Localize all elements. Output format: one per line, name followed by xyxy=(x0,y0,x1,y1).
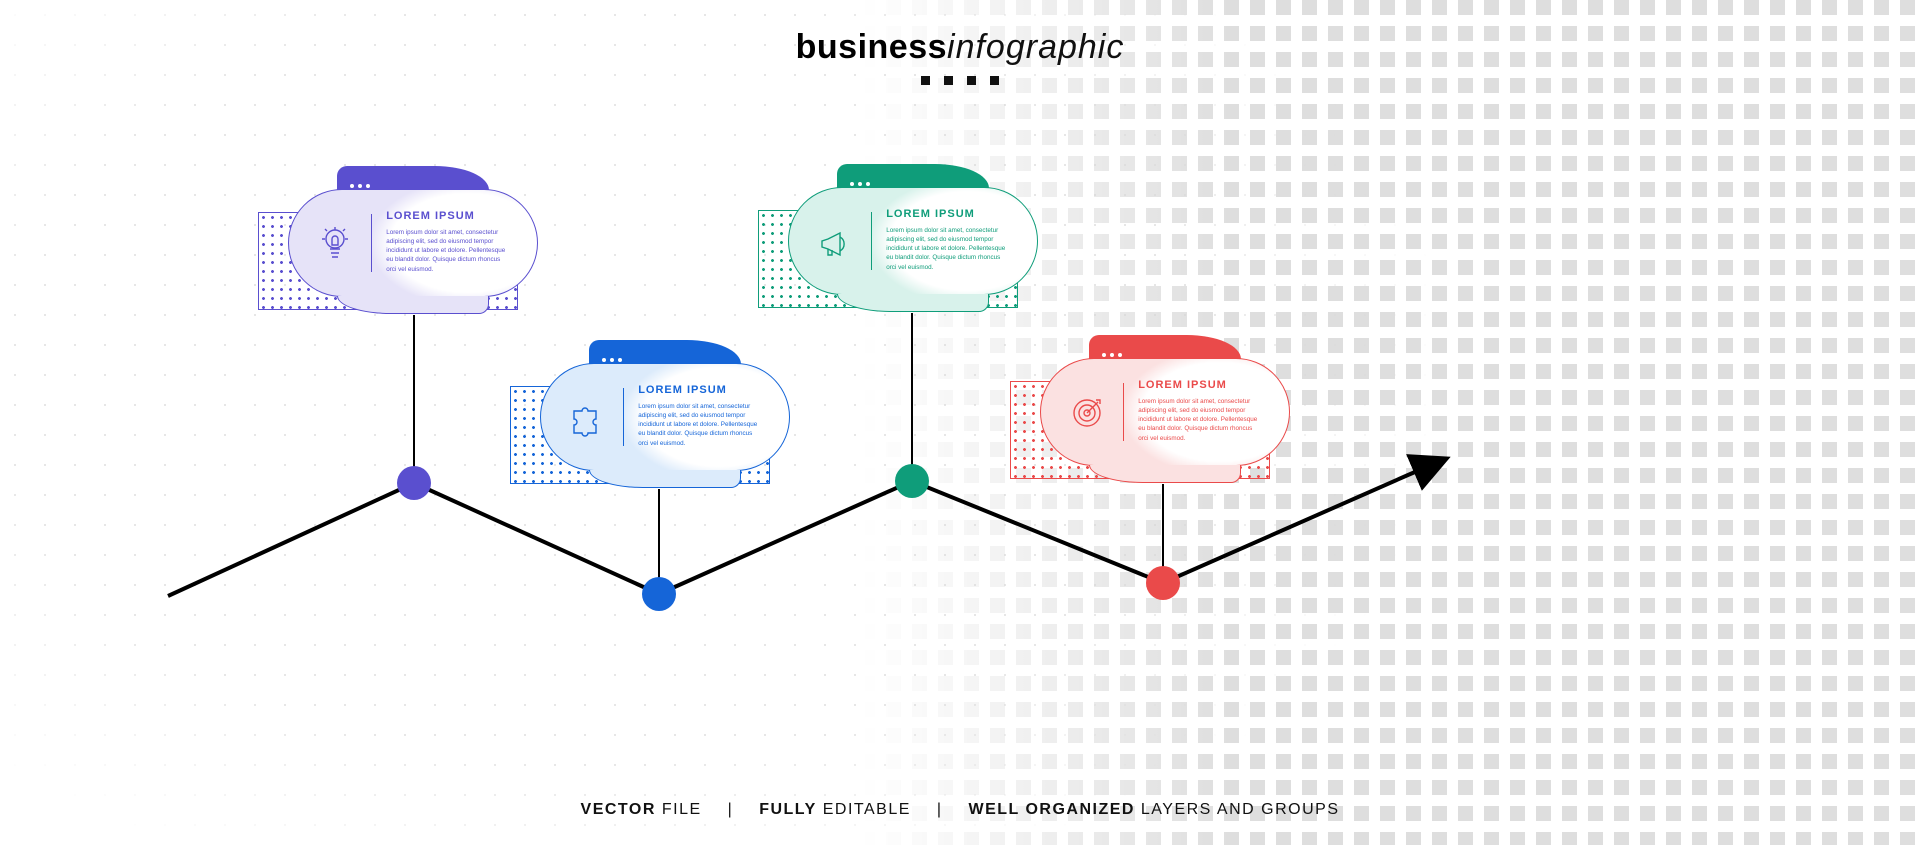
target-icon xyxy=(1065,383,1109,443)
step-card-4: LOREM IPSUM Lorem ipsum dolor sit amet, c… xyxy=(1040,358,1290,466)
card-text: LOREM IPSUM Lorem ipsum dolor sit amet, c… xyxy=(1138,377,1263,443)
card-heading: LOREM IPSUM xyxy=(638,384,763,396)
puzzle-icon xyxy=(565,388,609,448)
connector-3 xyxy=(911,313,913,481)
footer-item-1: VECTOR FILE xyxy=(581,801,702,818)
timeline-node-2 xyxy=(642,577,676,611)
connector-1 xyxy=(413,315,415,483)
footer-sep: | xyxy=(728,801,734,818)
card-body: Lorem ipsum dolor sit amet, consectetur … xyxy=(386,228,511,274)
card-text: LOREM IPSUM Lorem ipsum dolor sit amet, c… xyxy=(386,208,511,274)
card-text: LOREM IPSUM Lorem ipsum dolor sit amet, c… xyxy=(886,206,1011,272)
card-topbar xyxy=(337,166,489,190)
idea-icon xyxy=(313,214,357,274)
timeline-path xyxy=(0,0,1920,845)
timeline-node-3 xyxy=(895,464,929,498)
card-topbar xyxy=(1089,335,1241,359)
card-text: LOREM IPSUM Lorem ipsum dolor sit amet, c… xyxy=(638,382,763,448)
footer-sep: | xyxy=(937,801,943,818)
footer-item-3: WELL ORGANIZED LAYERS AND GROUPS xyxy=(968,801,1339,818)
footer: VECTOR FILE | FULLY EDITABLE | WELL ORGA… xyxy=(0,801,1920,819)
megaphone-icon xyxy=(813,212,857,272)
card-body: Lorem ipsum dolor sit amet, consectetur … xyxy=(1138,397,1263,443)
card-topbar xyxy=(837,164,989,188)
card-heading: LOREM IPSUM xyxy=(1138,379,1263,391)
infographic-canvas: businessinfographic LOREM IPSUMLorem ips… xyxy=(0,0,1920,845)
card-topbar xyxy=(589,340,741,364)
card-body: Lorem ipsum dolor sit amet, consectetur … xyxy=(886,226,1011,272)
step-card-1: LOREM IPSUM Lorem ipsum dolor sit amet, c… xyxy=(288,189,538,297)
card-heading: LOREM IPSUM xyxy=(886,208,1011,220)
card-divider xyxy=(1123,383,1124,441)
timeline-node-1 xyxy=(397,466,431,500)
card-body: Lorem ipsum dolor sit amet, consectetur … xyxy=(638,402,763,448)
footer-item-2: FULLY EDITABLE xyxy=(759,801,911,818)
timeline-node-4 xyxy=(1146,566,1180,600)
step-card-3: LOREM IPSUM Lorem ipsum dolor sit amet, c… xyxy=(788,187,1038,295)
card-divider xyxy=(371,214,372,272)
card-heading: LOREM IPSUM xyxy=(386,210,511,222)
card-divider xyxy=(623,388,624,446)
step-card-2: LOREM IPSUM Lorem ipsum dolor sit amet, c… xyxy=(540,363,790,471)
card-divider xyxy=(871,212,872,270)
